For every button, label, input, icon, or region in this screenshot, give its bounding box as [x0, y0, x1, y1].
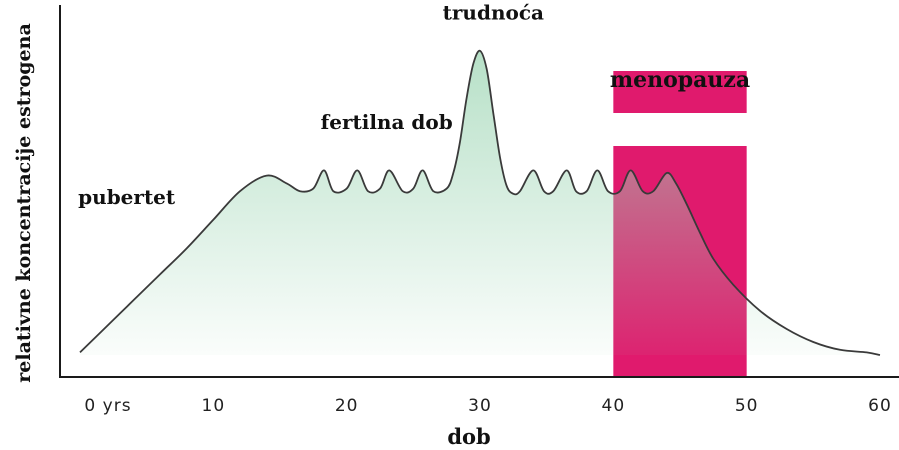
x-tick-label: 40 — [602, 396, 626, 416]
y-axis-label: relativne koncentracije estrogena — [13, 23, 35, 383]
x-tick-labels: 0 yrs 10 20 30 40 50 60 — [84, 396, 892, 416]
estrogen-area — [80, 50, 880, 355]
x-tick-label: 0 yrs — [84, 396, 131, 416]
menopause-label: menopauza — [610, 67, 750, 93]
estrogen-curve — [79, 49, 881, 356]
menopause-band-top — [613, 71, 747, 113]
annotation-trudnoca: trudnoća — [443, 1, 544, 25]
axes-frame — [59, 5, 899, 378]
x-axis-label: dob — [447, 424, 490, 449]
x-tick-label: 20 — [335, 396, 359, 416]
x-tick-label: 30 — [468, 396, 492, 416]
x-tick-label: 50 — [735, 396, 759, 416]
x-tick-label: 60 — [868, 396, 892, 416]
x-tick-label: 10 — [202, 396, 226, 416]
chart-annotations: pubertet fertilna dob trudnoća menopauza — [78, 1, 750, 210]
annotation-fertilna-dob: fertilna dob — [321, 110, 453, 134]
annotation-pubertet: pubertet — [78, 185, 176, 209]
